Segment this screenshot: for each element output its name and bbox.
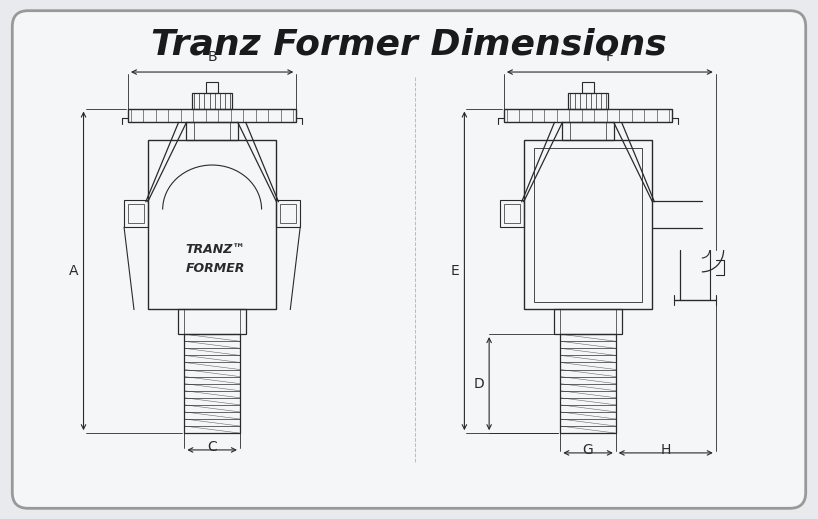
Text: G: G: [582, 443, 593, 457]
Bar: [504, 203, 519, 223]
Text: D: D: [474, 377, 484, 391]
Bar: [555, 309, 622, 334]
Bar: [533, 148, 642, 302]
FancyBboxPatch shape: [12, 11, 806, 508]
Bar: [582, 82, 594, 93]
Text: B: B: [207, 50, 217, 64]
Bar: [569, 93, 608, 108]
Bar: [560, 334, 616, 433]
Text: TRANZ™: TRANZ™: [185, 242, 245, 256]
Bar: [524, 140, 653, 309]
Bar: [206, 82, 218, 93]
Bar: [281, 203, 296, 223]
Bar: [500, 200, 524, 227]
Bar: [128, 203, 144, 223]
Bar: [128, 108, 296, 122]
Bar: [184, 334, 240, 433]
Text: FORMER: FORMER: [186, 263, 245, 276]
Bar: [562, 122, 614, 140]
Text: C: C: [207, 440, 217, 454]
Bar: [148, 140, 276, 309]
Bar: [187, 122, 238, 140]
Text: H: H: [660, 443, 671, 457]
Bar: [124, 200, 148, 227]
Text: E: E: [450, 264, 459, 278]
Text: F: F: [606, 50, 614, 64]
Bar: [504, 108, 672, 122]
Bar: [192, 93, 232, 108]
Text: A: A: [69, 264, 79, 278]
Text: Tranz Former Dimensions: Tranz Former Dimensions: [151, 28, 667, 61]
Bar: [178, 309, 245, 334]
Bar: [276, 200, 300, 227]
